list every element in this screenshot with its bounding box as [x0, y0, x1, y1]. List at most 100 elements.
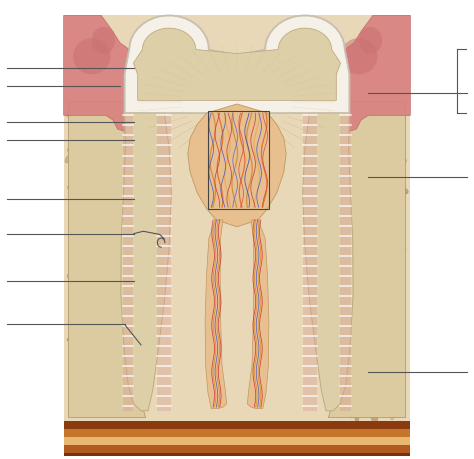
- Ellipse shape: [133, 336, 142, 345]
- Ellipse shape: [364, 129, 370, 136]
- Ellipse shape: [366, 380, 374, 387]
- Ellipse shape: [93, 244, 98, 249]
- Ellipse shape: [337, 375, 347, 383]
- Ellipse shape: [90, 336, 97, 341]
- Ellipse shape: [341, 328, 345, 331]
- Ellipse shape: [91, 275, 97, 281]
- Ellipse shape: [124, 373, 131, 380]
- Ellipse shape: [356, 256, 367, 263]
- Ellipse shape: [73, 391, 83, 397]
- Ellipse shape: [371, 414, 378, 422]
- Ellipse shape: [73, 110, 82, 116]
- Ellipse shape: [69, 310, 75, 315]
- Ellipse shape: [100, 123, 108, 131]
- Ellipse shape: [87, 143, 95, 150]
- Ellipse shape: [132, 237, 136, 241]
- Ellipse shape: [339, 253, 344, 259]
- Ellipse shape: [361, 224, 369, 233]
- Ellipse shape: [106, 275, 114, 282]
- Ellipse shape: [104, 185, 109, 191]
- Ellipse shape: [399, 403, 405, 410]
- Ellipse shape: [394, 125, 401, 132]
- Ellipse shape: [79, 205, 84, 210]
- Ellipse shape: [128, 354, 137, 360]
- Ellipse shape: [377, 201, 385, 209]
- Ellipse shape: [347, 332, 351, 336]
- Ellipse shape: [110, 156, 117, 164]
- Polygon shape: [336, 17, 410, 132]
- Ellipse shape: [397, 224, 403, 228]
- Ellipse shape: [68, 149, 74, 155]
- Polygon shape: [64, 17, 138, 132]
- Ellipse shape: [363, 361, 369, 367]
- Ellipse shape: [74, 331, 84, 338]
- Ellipse shape: [94, 181, 100, 187]
- Ellipse shape: [82, 109, 88, 115]
- Ellipse shape: [87, 321, 92, 325]
- Ellipse shape: [401, 409, 405, 414]
- Ellipse shape: [332, 334, 336, 339]
- Bar: [64, 17, 410, 425]
- Ellipse shape: [91, 360, 99, 366]
- Ellipse shape: [99, 209, 104, 213]
- Ellipse shape: [370, 297, 375, 302]
- Ellipse shape: [118, 356, 122, 360]
- Ellipse shape: [73, 387, 82, 394]
- Bar: [64, 453, 410, 459]
- Ellipse shape: [88, 190, 94, 193]
- Ellipse shape: [398, 132, 402, 140]
- Ellipse shape: [333, 377, 344, 383]
- Ellipse shape: [394, 219, 400, 226]
- Ellipse shape: [129, 206, 134, 213]
- Ellipse shape: [362, 375, 373, 381]
- Ellipse shape: [397, 332, 405, 337]
- Ellipse shape: [359, 28, 382, 55]
- Ellipse shape: [83, 246, 92, 254]
- Ellipse shape: [130, 284, 134, 295]
- Ellipse shape: [370, 353, 376, 361]
- Ellipse shape: [78, 135, 85, 144]
- Ellipse shape: [98, 136, 106, 145]
- Ellipse shape: [112, 215, 120, 224]
- Ellipse shape: [118, 364, 129, 370]
- Ellipse shape: [343, 213, 349, 222]
- Ellipse shape: [374, 385, 383, 393]
- Ellipse shape: [90, 179, 94, 184]
- Ellipse shape: [121, 101, 126, 108]
- Ellipse shape: [351, 328, 362, 334]
- Ellipse shape: [86, 393, 95, 398]
- Ellipse shape: [360, 118, 365, 128]
- Ellipse shape: [79, 373, 84, 381]
- Ellipse shape: [112, 182, 117, 187]
- Text: (a)  Anatomy of a molar: (a) Anatomy of a molar: [144, 434, 330, 448]
- Ellipse shape: [383, 124, 390, 130]
- Ellipse shape: [119, 191, 127, 199]
- Ellipse shape: [112, 216, 116, 221]
- Bar: [64, 429, 410, 437]
- Ellipse shape: [354, 255, 361, 259]
- Ellipse shape: [340, 390, 348, 398]
- Ellipse shape: [71, 142, 76, 148]
- Ellipse shape: [94, 342, 102, 346]
- Ellipse shape: [392, 275, 399, 280]
- Ellipse shape: [101, 227, 105, 235]
- Ellipse shape: [356, 187, 365, 192]
- Ellipse shape: [341, 103, 345, 108]
- Ellipse shape: [120, 128, 127, 134]
- Ellipse shape: [346, 370, 355, 379]
- Ellipse shape: [80, 237, 88, 245]
- Ellipse shape: [125, 154, 132, 161]
- Ellipse shape: [382, 201, 392, 208]
- Ellipse shape: [369, 217, 376, 224]
- Ellipse shape: [75, 254, 84, 259]
- Ellipse shape: [381, 310, 390, 318]
- Polygon shape: [125, 17, 349, 114]
- Polygon shape: [247, 220, 269, 409]
- Ellipse shape: [116, 385, 124, 393]
- Polygon shape: [302, 114, 353, 411]
- Ellipse shape: [99, 191, 103, 196]
- Ellipse shape: [113, 350, 121, 358]
- Ellipse shape: [372, 336, 378, 343]
- Ellipse shape: [390, 124, 395, 129]
- Ellipse shape: [362, 351, 367, 359]
